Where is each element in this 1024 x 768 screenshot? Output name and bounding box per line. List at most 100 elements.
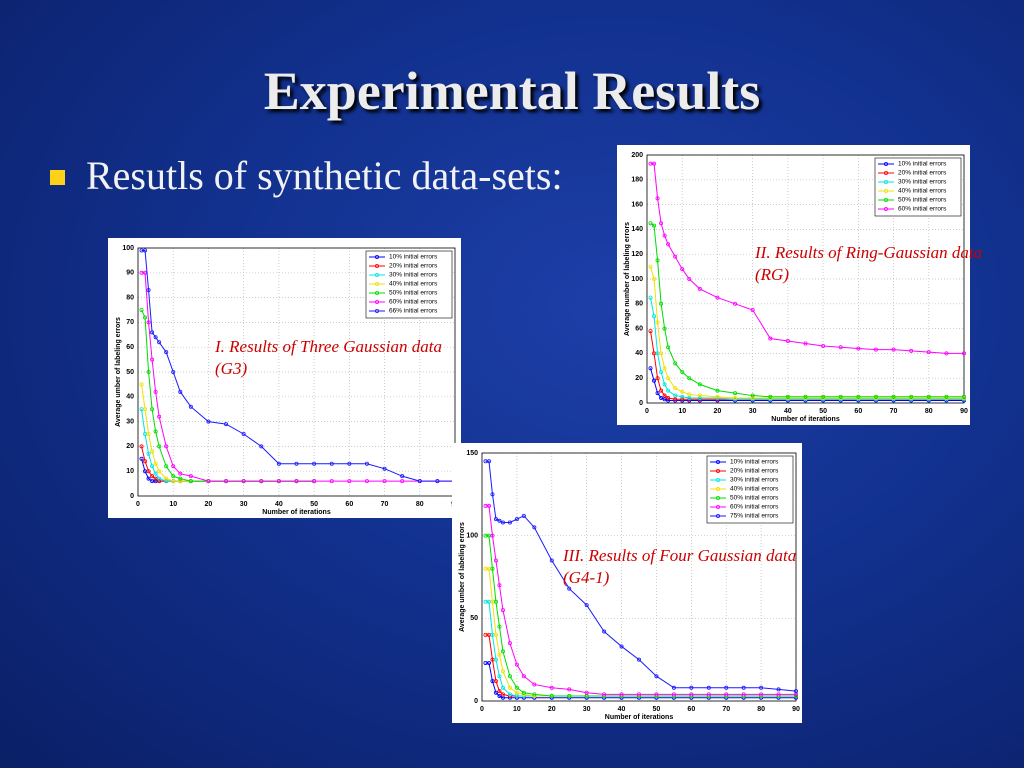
data-point [139, 444, 144, 449]
y-tick-label: 70 [126, 319, 134, 326]
data-point [171, 479, 176, 484]
data-point [666, 376, 671, 381]
data-point [652, 378, 657, 383]
data-point [139, 456, 144, 461]
data-point [507, 520, 512, 525]
data-point [171, 369, 176, 374]
x-tick-label: 60 [687, 706, 695, 713]
data-point [759, 692, 764, 697]
data-point [514, 517, 519, 522]
data-point [659, 396, 664, 401]
data-point [666, 396, 671, 401]
data-point [662, 233, 667, 238]
data-point [961, 394, 966, 399]
data-point [891, 394, 896, 399]
data-point [602, 692, 607, 697]
data-point [856, 346, 861, 351]
data-point [715, 388, 720, 393]
y-tick-label: 50 [470, 615, 478, 622]
y-tick-label: 100 [122, 245, 134, 252]
data-point [276, 479, 281, 484]
data-point [188, 474, 193, 479]
data-point [493, 690, 498, 695]
data-point [364, 479, 369, 484]
data-point [662, 326, 667, 331]
legend-label: 10% initial errors [389, 254, 438, 261]
legend-label: 30% initial errors [730, 477, 779, 484]
data-point [178, 479, 183, 484]
data-point [139, 382, 144, 387]
x-tick-label: 30 [583, 706, 591, 713]
data-point [507, 685, 512, 690]
data-point [312, 479, 317, 484]
data-point [146, 288, 151, 293]
data-point [493, 632, 498, 637]
data-point [636, 657, 641, 662]
data-point [715, 295, 720, 300]
data-point [178, 471, 183, 476]
x-tick-label: 70 [722, 706, 730, 713]
data-point [382, 479, 387, 484]
bullet-text: Resutls of synthetic data-sets: [86, 153, 563, 198]
data-point [143, 315, 148, 320]
data-point [673, 361, 678, 366]
data-point [164, 464, 169, 469]
data-point [507, 641, 512, 646]
data-point [706, 692, 711, 697]
data-point [486, 459, 491, 464]
data-point [838, 394, 843, 399]
data-point [486, 660, 491, 665]
legend-label: 50% initial errors [389, 290, 438, 297]
y-tick-label: 160 [631, 201, 643, 208]
x-tick-label: 60 [345, 501, 353, 508]
y-tick-label: 150 [466, 450, 478, 457]
data-point [697, 286, 702, 291]
legend-marker [883, 161, 888, 166]
x-tick-label: 10 [513, 706, 521, 713]
data-point [497, 694, 502, 699]
data-point [648, 366, 653, 371]
y-tick-label: 90 [126, 270, 134, 277]
legend-marker [715, 478, 720, 483]
x-tick-label: 0 [136, 501, 140, 508]
data-point [206, 419, 211, 424]
data-point [500, 685, 505, 690]
data-point [164, 444, 169, 449]
data-point [514, 662, 519, 667]
data-point [521, 674, 526, 679]
x-tick-label: 20 [714, 408, 722, 415]
y-tick-label: 60 [126, 344, 134, 351]
annotation: II. Results of Ring-Gaussian data (RG) [755, 243, 983, 284]
data-point [164, 479, 169, 484]
data-point [500, 520, 505, 525]
legend-marker [715, 459, 720, 464]
data-point [567, 694, 572, 699]
data-point [493, 657, 498, 662]
data-point [655, 320, 660, 325]
data-point [706, 685, 711, 690]
data-point [146, 469, 151, 474]
data-point [636, 692, 641, 697]
y-tick-label: 10 [126, 468, 134, 475]
data-point [497, 518, 502, 523]
data-point [673, 397, 678, 402]
data-point [146, 320, 151, 325]
data-point [206, 479, 211, 484]
data-point [224, 479, 229, 484]
data-point [153, 429, 158, 434]
legend-label: 60% initial errors [898, 206, 947, 213]
data-point [666, 388, 671, 393]
data-point [909, 394, 914, 399]
y-tick-label: 40 [635, 350, 643, 357]
data-point [926, 350, 931, 355]
x-tick-label: 20 [205, 501, 213, 508]
data-point [150, 357, 155, 362]
data-point [143, 248, 148, 253]
data-point [619, 644, 624, 649]
data-point [697, 393, 702, 398]
data-point [153, 461, 158, 466]
x-tick-label: 70 [381, 501, 389, 508]
data-point [673, 386, 678, 391]
data-point [733, 301, 738, 306]
data-point [157, 476, 162, 481]
